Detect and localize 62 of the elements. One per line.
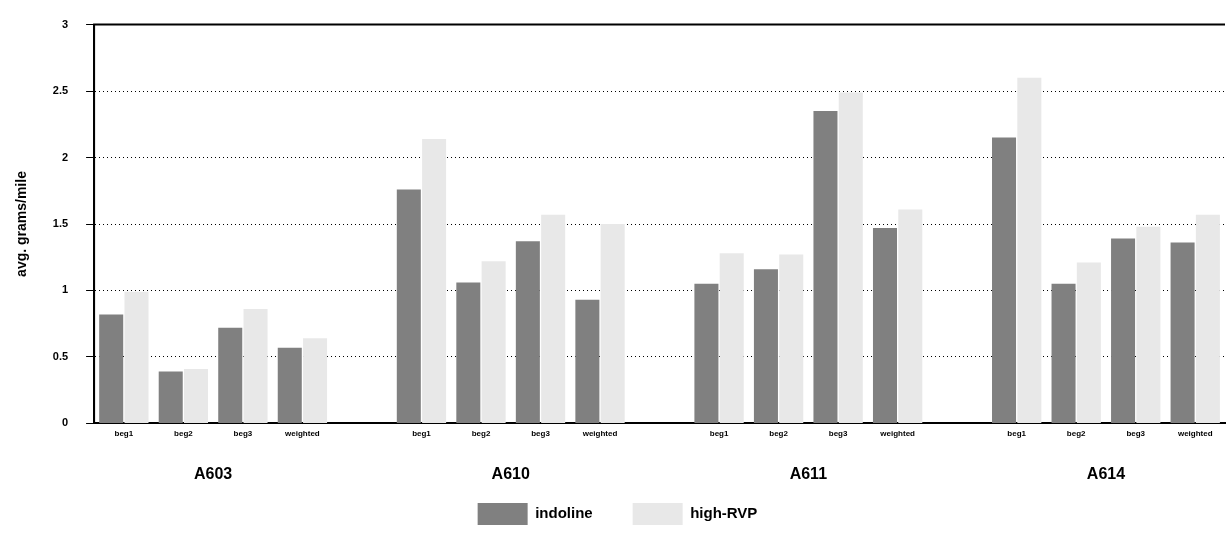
- text: A611: [789, 465, 828, 483]
- bar: [515, 241, 540, 423]
- bar: [1017, 77, 1042, 423]
- x-tick-label: beg2: [1066, 429, 1087, 439]
- bar: [898, 209, 923, 423]
- bar: [456, 282, 481, 423]
- x-tick-label: beg1: [1007, 429, 1027, 439]
- legend-label: high-RVP: [690, 504, 758, 522]
- text: A610: [491, 465, 530, 483]
- text: A614: [1086, 465, 1126, 483]
- x-tick-label: beg2: [769, 429, 789, 439]
- x-tick-label: beg3: [531, 429, 551, 439]
- x-tick-label: beg1: [412, 429, 432, 439]
- x-tick-label: beg1: [114, 429, 134, 439]
- bar: [1111, 238, 1136, 423]
- x-tick-label: weighted: [879, 429, 916, 439]
- bar: [481, 261, 506, 423]
- y-tick-label: 1: [61, 283, 69, 296]
- x-tick-label: beg2: [471, 429, 491, 439]
- bar: [694, 283, 719, 423]
- bar: [992, 137, 1017, 423]
- bar: [243, 309, 268, 423]
- bar: [1195, 214, 1220, 423]
- bar: [303, 338, 328, 423]
- x-tick-label: weighted: [581, 429, 618, 439]
- bar: [838, 92, 863, 423]
- y-tick-label: 0.5: [52, 349, 69, 362]
- bar: [600, 224, 625, 423]
- bar: [396, 189, 421, 423]
- x-tick-label: beg1: [709, 429, 729, 439]
- y-tick-label: 0: [61, 416, 69, 429]
- bar: [99, 314, 124, 423]
- x-tick-label: beg2: [174, 429, 194, 439]
- bar: [719, 253, 744, 423]
- bar: [218, 327, 243, 423]
- x-tick-label: weighted: [1176, 429, 1213, 439]
- bar: [277, 347, 302, 423]
- bar: [1051, 283, 1076, 423]
- x-tick-label: beg3: [233, 429, 253, 439]
- bar: [872, 227, 897, 423]
- y-axis-title: avg. grams/mile: [13, 170, 30, 277]
- y-tick-label: 3: [61, 17, 69, 30]
- y-tick-label: 1.5: [52, 217, 69, 230]
- bar: [184, 368, 209, 423]
- bar: [1076, 262, 1101, 423]
- bar: [1136, 226, 1161, 423]
- bar: [575, 299, 600, 423]
- x-tick-label: weighted: [284, 429, 320, 439]
- legend-label: indoline: [535, 504, 593, 522]
- bar: [813, 111, 838, 423]
- bar: [124, 291, 149, 423]
- bar: [158, 371, 183, 423]
- x-tick-label: beg3: [828, 429, 848, 439]
- bar: [753, 269, 778, 423]
- y-tick-label: 2: [61, 150, 69, 163]
- text: A603: [194, 465, 233, 483]
- bar: [779, 254, 804, 423]
- bar: [1170, 242, 1195, 423]
- bar: [422, 138, 447, 423]
- x-tick-label: beg3: [1126, 429, 1146, 439]
- bar: [541, 214, 566, 423]
- y-tick-label: 2.5: [52, 84, 69, 97]
